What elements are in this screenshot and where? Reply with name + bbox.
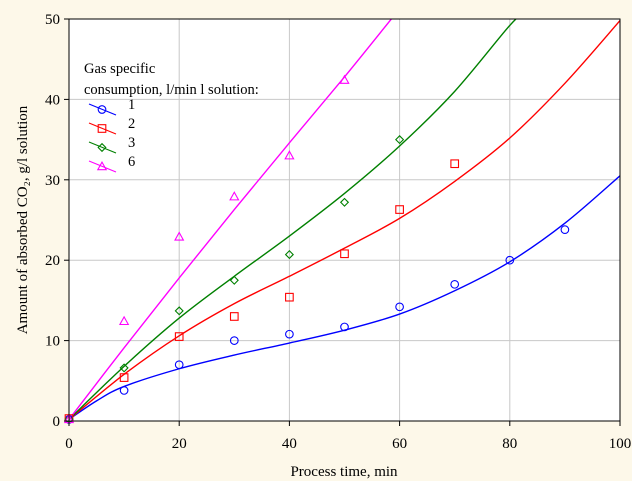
plot-area (69, 19, 620, 421)
plot-frame (68, 18, 621, 422)
data-point-series-1 (229, 336, 239, 345)
x-tick-label: 40 (282, 436, 297, 452)
data-point-series-3 (174, 306, 184, 316)
fit-line-series-3 (69, 19, 517, 420)
y-tick-label: 20 (45, 253, 60, 269)
data-point-series-1 (119, 386, 129, 395)
data-point-series-2 (450, 159, 460, 169)
data-point-series-1 (285, 329, 294, 339)
legend-label-series-3: 3 (128, 135, 135, 151)
fit-line-series-2 (69, 20, 620, 420)
legend-marker-series-3 (97, 142, 107, 153)
legend-marker-series-2 (97, 124, 107, 133)
legend-line-series-3 (88, 141, 117, 154)
data-point-series-6 (174, 231, 185, 241)
data-point-series-6 (229, 191, 240, 201)
grid (69, 19, 620, 421)
data-point-series-6 (339, 74, 350, 84)
data-point-series-2 (119, 373, 129, 382)
x-tick-label: 80 (502, 436, 517, 452)
legend-marker-series-1 (97, 105, 107, 114)
legend-label-series-1: 1 (128, 97, 135, 113)
data-point-series-2 (395, 205, 404, 214)
data-point-series-3 (119, 363, 129, 373)
legend-label-series-2: 2 (128, 116, 135, 132)
x-tick-label: 60 (392, 436, 407, 452)
fit-line-series-6 (69, 19, 392, 420)
x-axis-title: Process time, min (290, 464, 398, 480)
y-axis-title: Amount of absorbed CO₂, g/l solution (15, 105, 31, 334)
data-point-series-2 (174, 332, 184, 341)
y-tick-label: 30 (45, 173, 60, 189)
data-point-series-6 (118, 315, 130, 326)
axis-ticks: 0 20 40 60 80 100 0 10 20 30 40 50 (45, 12, 631, 452)
legend-line-series-1 (88, 103, 117, 116)
data-point-series-2 (285, 292, 294, 302)
data-point-series-6 (284, 150, 295, 160)
data-point-series-1 (340, 322, 349, 332)
legend-line-series-2 (88, 122, 117, 135)
data-markers (63, 74, 570, 424)
data-point-series-1 (395, 302, 404, 312)
data-point-series-2 (229, 312, 239, 321)
y-tick-label: 0 (53, 414, 61, 430)
legend-line-series-6 (88, 160, 117, 173)
data-point-series-1 (174, 360, 184, 370)
data-point-series-3 (395, 135, 405, 145)
data-point-series-3 (229, 275, 239, 285)
data-point-series-1 (505, 255, 515, 265)
legend: Gas specific consumption, l/min l soluti… (84, 61, 259, 173)
x-tick-label: 100 (609, 436, 632, 452)
data-point-series-1 (450, 279, 460, 289)
data-point-series-2 (340, 249, 349, 259)
y-tick-label: 50 (45, 12, 60, 28)
data-point-series-1 (560, 225, 570, 234)
y-tick-label: 40 (45, 92, 60, 108)
data-point-series-3 (284, 249, 294, 260)
x-tick-label: 0 (65, 436, 73, 452)
data-point-series-3 (339, 197, 350, 207)
legend-marker-series-6 (96, 160, 108, 171)
x-tick-label: 20 (172, 436, 187, 452)
legend-title-line2: consumption, l/min l solution: (84, 82, 259, 98)
legend-title-line1: Gas specific (84, 61, 155, 77)
fit-lines (69, 19, 620, 420)
legend-label-series-6: 6 (128, 154, 135, 170)
y-tick-label: 10 (45, 334, 60, 350)
